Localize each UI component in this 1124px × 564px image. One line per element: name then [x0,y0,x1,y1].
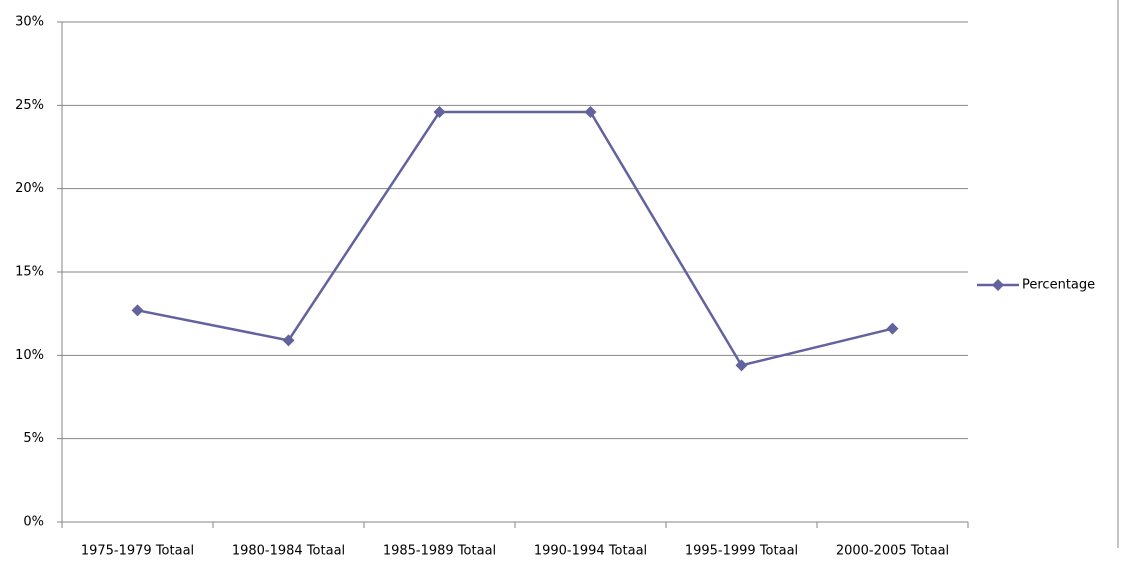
x-tick-label: 1975-1979 Totaal [81,544,194,559]
series-line [137,110,893,367]
y-tick-label: 10% [15,348,44,363]
marker [282,334,295,347]
marker [735,359,748,372]
y-tick-label: 15% [15,265,44,280]
legend-label: Percentage [1022,278,1095,293]
x-tick-label: 1990-1994 Totaal [534,544,647,559]
y-tick-label: 5% [23,431,44,446]
x-tick-label: 1980-1984 Totaal [232,544,345,559]
marker [886,322,899,335]
x-tick-label: 1985-1989 Totaal [383,544,496,559]
marker [131,304,144,317]
x-tick-label: 1995-1999 Totaal [685,544,798,559]
marker [992,279,1004,291]
y-tick-label: 25% [15,98,44,113]
x-tick-label: 2000-2005 Totaal [836,544,949,559]
marker [433,106,446,118]
y-tick-label: 20% [15,181,44,196]
marker [584,106,597,118]
y-tick-label: 0% [23,515,44,530]
y-tick-label: 30% [15,15,44,30]
